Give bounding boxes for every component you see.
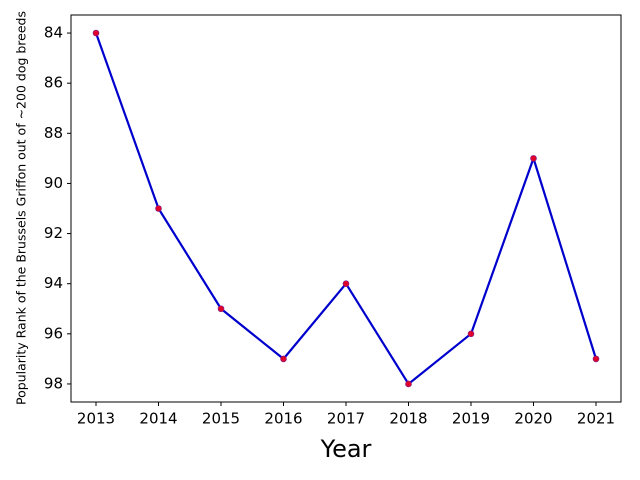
x-tick-label: 2016	[264, 410, 302, 428]
y-axis-label: Popularity Rank of the Brussels Griffon …	[14, 11, 29, 405]
y-tick-label: 96	[44, 324, 63, 342]
point	[467, 330, 475, 338]
x-tick-label: 2017	[327, 410, 365, 428]
point	[280, 355, 287, 363]
x-tick-label: 2014	[139, 410, 177, 428]
y-tick-label: 94	[44, 274, 63, 292]
y-tick-label: 90	[44, 174, 63, 192]
y-tick-label: 84	[44, 24, 63, 42]
y-tick-label: 92	[44, 224, 63, 242]
point	[92, 29, 100, 37]
x-axis-label: Year	[320, 435, 372, 463]
y-tick-label: 98	[44, 374, 63, 392]
plot-frame	[70, 14, 622, 403]
point	[530, 155, 537, 162]
x-tick-label: 2013	[77, 410, 115, 428]
point	[217, 305, 225, 313]
y-tick-label: 88	[44, 124, 63, 142]
line	[94, 32, 598, 386]
x-tick-label: 2015	[202, 410, 240, 428]
x-tick-label: 2019	[452, 410, 490, 428]
x-tick-label: 2021	[577, 410, 615, 428]
point	[592, 355, 600, 363]
y-tick-label: 86	[44, 74, 63, 92]
x-tick-label: 2020	[514, 410, 552, 428]
x-tick-label: 2018	[389, 410, 427, 428]
point	[405, 380, 412, 388]
point	[155, 205, 162, 212]
point	[342, 280, 350, 287]
